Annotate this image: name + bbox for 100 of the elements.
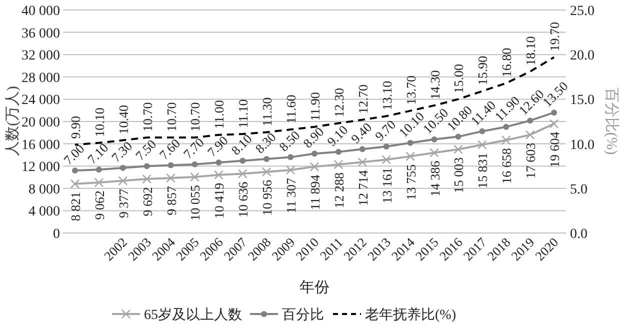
point <box>550 119 559 128</box>
data-label: 11 307 <box>284 177 299 214</box>
data-label: 12.70 <box>355 84 370 114</box>
data-label: 11.30 <box>260 97 275 126</box>
y2-tick-label: 20.0 <box>570 48 594 64</box>
data-label: 15.90 <box>475 56 490 86</box>
point <box>120 164 126 171</box>
y2-tick-label: 5.0 <box>570 182 588 198</box>
data-label: 9.90 <box>68 116 83 139</box>
x-axis-title: 年份 <box>300 279 330 296</box>
y-axis-title: 人数(万人) <box>5 86 21 156</box>
data-label: 19.70 <box>547 22 562 52</box>
data-label: 11.60 <box>284 94 299 124</box>
point <box>144 163 150 170</box>
data-label: 13 755 <box>403 164 418 200</box>
data-label: 10 636 <box>236 181 251 218</box>
point <box>70 179 80 188</box>
point <box>214 170 224 180</box>
data-label: 16 658 <box>499 148 514 184</box>
data-label: 14.30 <box>427 70 442 100</box>
data-label: 14 386 <box>427 160 442 197</box>
point <box>238 169 248 178</box>
point <box>503 124 510 130</box>
y-tick-label: 12 000 <box>22 160 60 176</box>
point <box>454 144 463 154</box>
point <box>310 162 319 172</box>
data-label: 9 692 <box>140 186 155 216</box>
point <box>502 136 511 145</box>
point <box>431 136 438 142</box>
data-label: 15.00 <box>451 64 466 94</box>
data-label: 11.10 <box>236 99 251 128</box>
y-tick-label: 40 000 <box>22 4 60 19</box>
data-label: 10.70 <box>164 102 179 132</box>
data-label: 11.00 <box>212 100 227 129</box>
point <box>526 130 535 140</box>
data-label: 10.10 <box>92 108 107 137</box>
data-label: 9 857 <box>164 186 179 216</box>
point <box>358 158 367 167</box>
point <box>527 118 534 124</box>
data-label: 10 419 <box>212 182 227 219</box>
legend-label: 老年抚养比(%) <box>365 307 456 323</box>
y-tick-label: 4 000 <box>28 204 60 220</box>
data-label: 13 161 <box>379 168 394 204</box>
point <box>240 158 246 164</box>
point <box>551 110 558 116</box>
data-label: 7.70 <box>180 134 207 162</box>
data-label: 9 062 <box>92 190 107 220</box>
y2-tick-label: 10.0 <box>570 138 594 153</box>
data-label: 8.50 <box>276 128 303 154</box>
data-label: 12.30 <box>331 88 346 118</box>
point <box>142 174 152 184</box>
data-label: 10.70 <box>188 102 203 132</box>
y-tick-label: 16 000 <box>22 138 60 153</box>
y2-tick-label: 25.0 <box>570 4 594 19</box>
point <box>383 143 390 150</box>
point <box>359 146 366 152</box>
point <box>288 154 294 160</box>
point <box>479 128 486 134</box>
y-tick-label: 24 000 <box>22 93 60 108</box>
y2-axis-title: 百分比(%) <box>603 87 620 155</box>
point <box>406 152 415 161</box>
point <box>264 156 270 162</box>
point <box>168 162 174 168</box>
data-label: 15 003 <box>451 157 466 194</box>
point <box>118 176 128 186</box>
data-label: 8 821 <box>68 192 83 222</box>
legend-label: 65岁及以上人数 <box>144 307 242 323</box>
data-label: 19 604 <box>547 131 562 168</box>
data-label: 8.10 <box>228 131 255 158</box>
point <box>262 167 272 176</box>
y2-tick-label: 15.0 <box>570 93 594 108</box>
data-label: 10.70 <box>140 102 155 132</box>
y-tick-label: 8 000 <box>28 182 60 198</box>
data-label: 16.80 <box>499 48 514 78</box>
data-label: 11 894 <box>308 174 322 210</box>
legend-label: 百分比 <box>282 307 324 323</box>
data-label: 12 288 <box>331 172 346 208</box>
data-label: 17 603 <box>523 142 538 179</box>
y-tick-label: 0 <box>53 227 60 242</box>
y-tick-label: 20 000 <box>22 116 60 130</box>
data-label: 10 956 <box>260 179 275 216</box>
point <box>192 161 198 168</box>
point <box>96 166 102 173</box>
point <box>312 150 318 157</box>
point <box>335 148 342 155</box>
point <box>190 172 200 182</box>
point <box>382 155 391 164</box>
data-label: 12 714 <box>355 170 370 206</box>
point <box>72 168 78 174</box>
data-label: 13.10 <box>379 80 394 110</box>
data-label: 13.70 <box>403 76 418 105</box>
data-label: 8.30 <box>252 129 279 156</box>
point <box>407 140 414 146</box>
data-label: 18.10 <box>523 36 538 66</box>
point <box>216 160 222 166</box>
y-tick-label: 36 000 <box>22 26 60 42</box>
data-label: 10.40 <box>116 104 131 134</box>
data-label: 7.90 <box>204 132 231 160</box>
y2-tick-label: 0.0 <box>570 227 588 242</box>
data-label: 11.90 <box>308 92 322 121</box>
